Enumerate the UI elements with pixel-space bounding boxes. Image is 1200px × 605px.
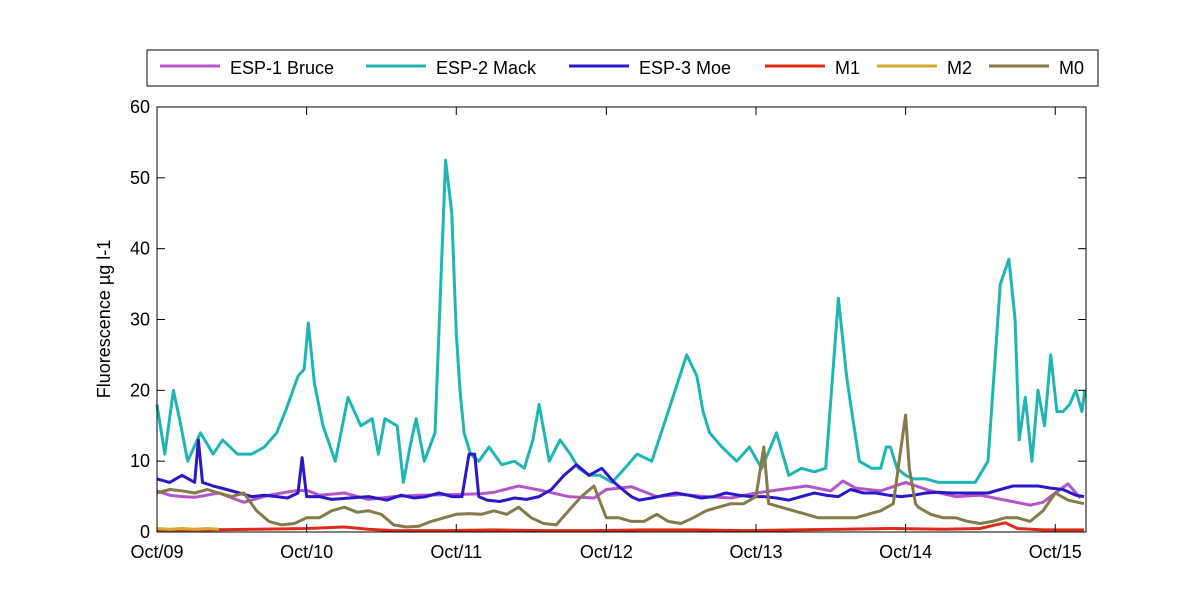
x-tick-label: Oct/11: [430, 542, 482, 562]
legend-label: ESP-2 Mack: [436, 58, 537, 78]
plot-area: [157, 107, 1086, 532]
legend-label: M2: [947, 58, 972, 78]
x-tick-label: Oct/15: [1029, 542, 1082, 562]
y-tick-label: 10: [130, 451, 150, 471]
x-tick-label: Oct/09: [130, 542, 183, 562]
series-line-esp-2-mack: [155, 158, 1087, 484]
legend-label: ESP-1 Bruce: [230, 58, 334, 78]
x-tick-label: Oct/10: [280, 542, 333, 562]
y-tick-label: 50: [130, 168, 150, 188]
axes: 0 10 20 30 40 50 60 Oct/09 Oct/10 Oct/11 Oct/12 Oct…: [130, 97, 1087, 562]
series-layer: [155, 158, 1087, 533]
x-tick-label: Oct/12: [580, 542, 633, 562]
legend-label: M1: [835, 58, 860, 78]
y-tick-label: 60: [130, 97, 150, 117]
legend-label: ESP-3 Moe: [639, 58, 731, 78]
x-tick-label: Oct/13: [729, 542, 782, 562]
y-tick-label: 30: [130, 310, 150, 330]
legend-label: M0: [1059, 58, 1084, 78]
plot-background: [157, 107, 1086, 532]
legend-box: [146, 49, 1099, 87]
x-tick-label: Oct/14: [879, 542, 932, 562]
y-tick-label: 0: [140, 522, 150, 542]
series-line-m1: [157, 521, 1084, 533]
series-line-m0: [156, 413, 1085, 529]
y-tick-label: 40: [130, 239, 150, 259]
y-axis-label: Fluorescence µg l-1: [94, 240, 114, 398]
series-line-m2: [156, 527, 219, 531]
legend: ESP-1 Bruce ESP-2 Mack ESP-3 Moe M1 M2 M0: [146, 49, 1099, 87]
series-line-esp-3-moe: [156, 438, 1085, 503]
y-tick-label: 20: [130, 380, 150, 400]
